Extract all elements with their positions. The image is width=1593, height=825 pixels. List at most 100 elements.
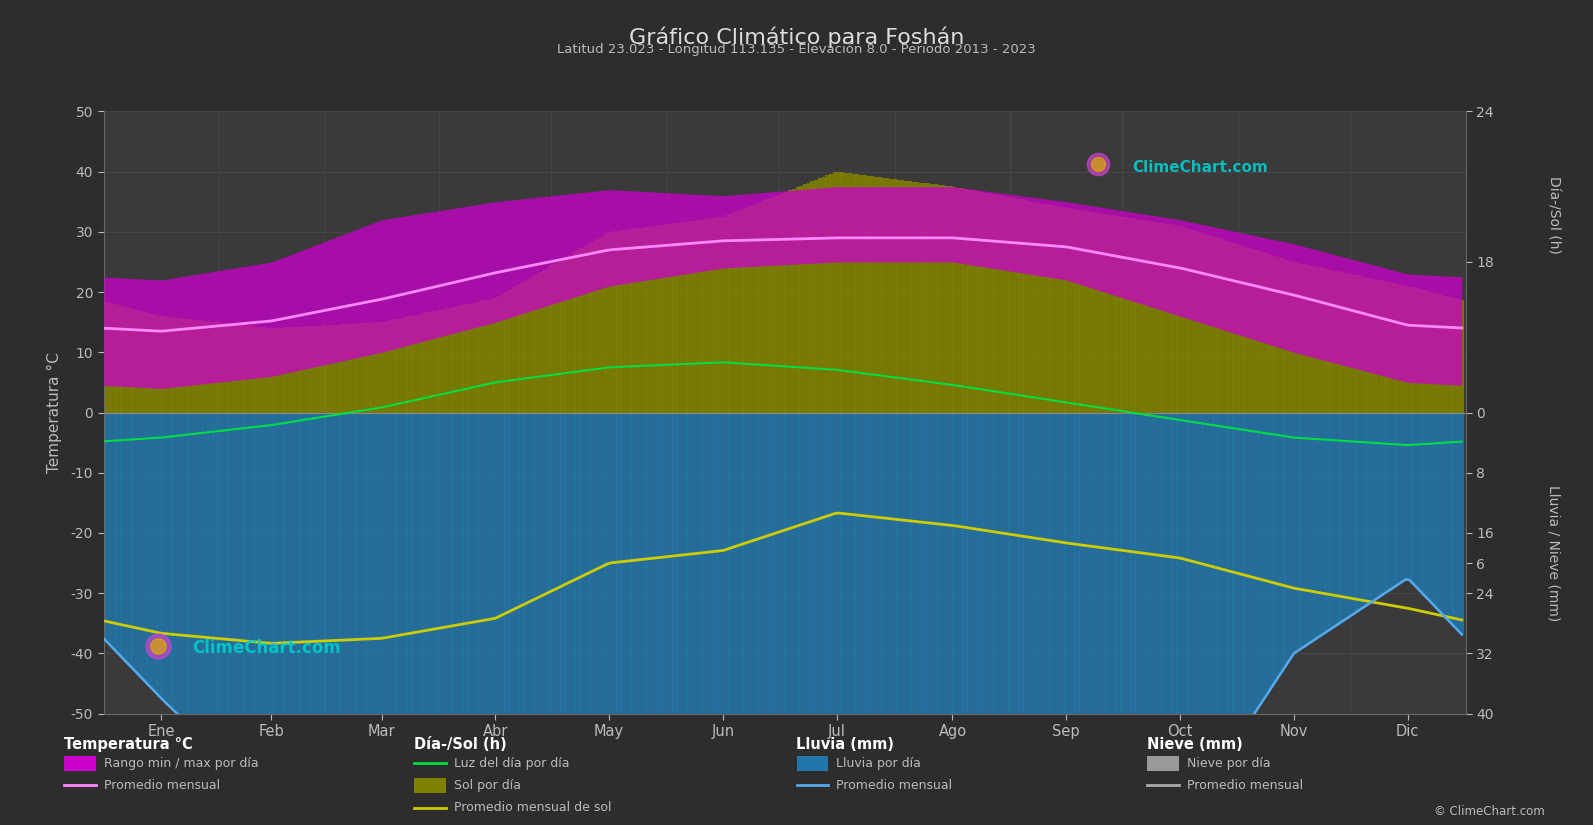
Bar: [1373, 412, 1378, 599]
Bar: [1445, 412, 1450, 619]
Bar: [758, 202, 763, 412]
Text: Promedio mensual: Promedio mensual: [1187, 779, 1303, 792]
Bar: [250, 326, 255, 412]
Bar: [261, 412, 266, 797]
Bar: [725, 215, 728, 412]
Bar: [1411, 287, 1415, 412]
Bar: [814, 180, 819, 412]
Bar: [792, 189, 796, 412]
Bar: [414, 314, 419, 412]
Bar: [1247, 248, 1251, 412]
Bar: [1408, 412, 1411, 580]
Bar: [695, 220, 699, 412]
Bar: [430, 412, 433, 825]
Bar: [1203, 233, 1206, 412]
Bar: [177, 318, 180, 412]
Bar: [1136, 219, 1139, 412]
Bar: [1378, 280, 1381, 412]
Bar: [1050, 412, 1053, 825]
Bar: [452, 412, 456, 825]
Bar: [336, 324, 341, 412]
Bar: [556, 262, 561, 412]
Bar: [1329, 270, 1333, 412]
Bar: [650, 412, 655, 825]
Bar: [438, 310, 441, 412]
Bar: [892, 412, 897, 825]
Bar: [561, 412, 564, 825]
Bar: [1094, 213, 1098, 412]
Bar: [591, 242, 594, 412]
Bar: [1225, 241, 1228, 412]
Bar: [333, 325, 338, 412]
Bar: [847, 412, 852, 825]
Bar: [658, 225, 661, 412]
Bar: [1317, 412, 1322, 636]
Bar: [292, 412, 296, 825]
Bar: [919, 182, 922, 412]
Bar: [1266, 412, 1270, 693]
Bar: [1273, 256, 1278, 412]
Bar: [1075, 412, 1080, 825]
Bar: [811, 182, 814, 412]
Bar: [1325, 269, 1330, 412]
Bar: [1161, 223, 1166, 412]
Bar: [550, 266, 553, 412]
Bar: [1164, 412, 1169, 825]
Bar: [631, 229, 636, 412]
Bar: [781, 193, 785, 412]
Bar: [639, 412, 644, 825]
Bar: [572, 412, 575, 825]
Bar: [639, 228, 644, 412]
Bar: [1231, 412, 1236, 744]
Bar: [158, 316, 161, 412]
Bar: [147, 313, 150, 412]
Bar: [844, 412, 847, 825]
Bar: [683, 222, 688, 412]
Bar: [194, 320, 199, 412]
Bar: [378, 412, 382, 825]
Bar: [124, 412, 127, 662]
Bar: [467, 304, 472, 412]
Bar: [542, 412, 546, 825]
Bar: [545, 412, 550, 825]
Bar: [814, 412, 819, 825]
Bar: [669, 224, 672, 412]
Bar: [1314, 266, 1319, 412]
Bar: [1045, 205, 1050, 412]
Bar: [139, 412, 143, 677]
Bar: [628, 412, 632, 825]
Bar: [1176, 225, 1180, 412]
Bar: [672, 224, 677, 412]
Bar: [166, 317, 169, 412]
Bar: [766, 199, 769, 412]
Bar: [1086, 412, 1091, 825]
Bar: [1031, 412, 1035, 825]
Bar: [1114, 215, 1117, 412]
Bar: [494, 412, 497, 825]
Bar: [427, 313, 430, 412]
Bar: [1198, 412, 1203, 795]
Bar: [172, 318, 177, 412]
Bar: [755, 412, 758, 825]
Bar: [624, 412, 628, 825]
Bar: [937, 185, 941, 412]
Bar: [1258, 252, 1262, 412]
Bar: [1236, 412, 1239, 738]
Bar: [1411, 412, 1415, 584]
Bar: [239, 325, 244, 412]
Bar: [1034, 202, 1039, 412]
Bar: [758, 412, 763, 825]
Bar: [472, 303, 475, 412]
Bar: [344, 324, 349, 412]
Bar: [773, 196, 777, 412]
Bar: [1295, 412, 1300, 651]
Bar: [777, 195, 781, 412]
Bar: [859, 175, 863, 412]
Bar: [964, 412, 967, 825]
Bar: [177, 412, 180, 714]
Bar: [561, 259, 564, 412]
Bar: [1098, 213, 1102, 412]
Bar: [430, 312, 433, 412]
Bar: [322, 412, 325, 825]
Bar: [433, 412, 438, 825]
